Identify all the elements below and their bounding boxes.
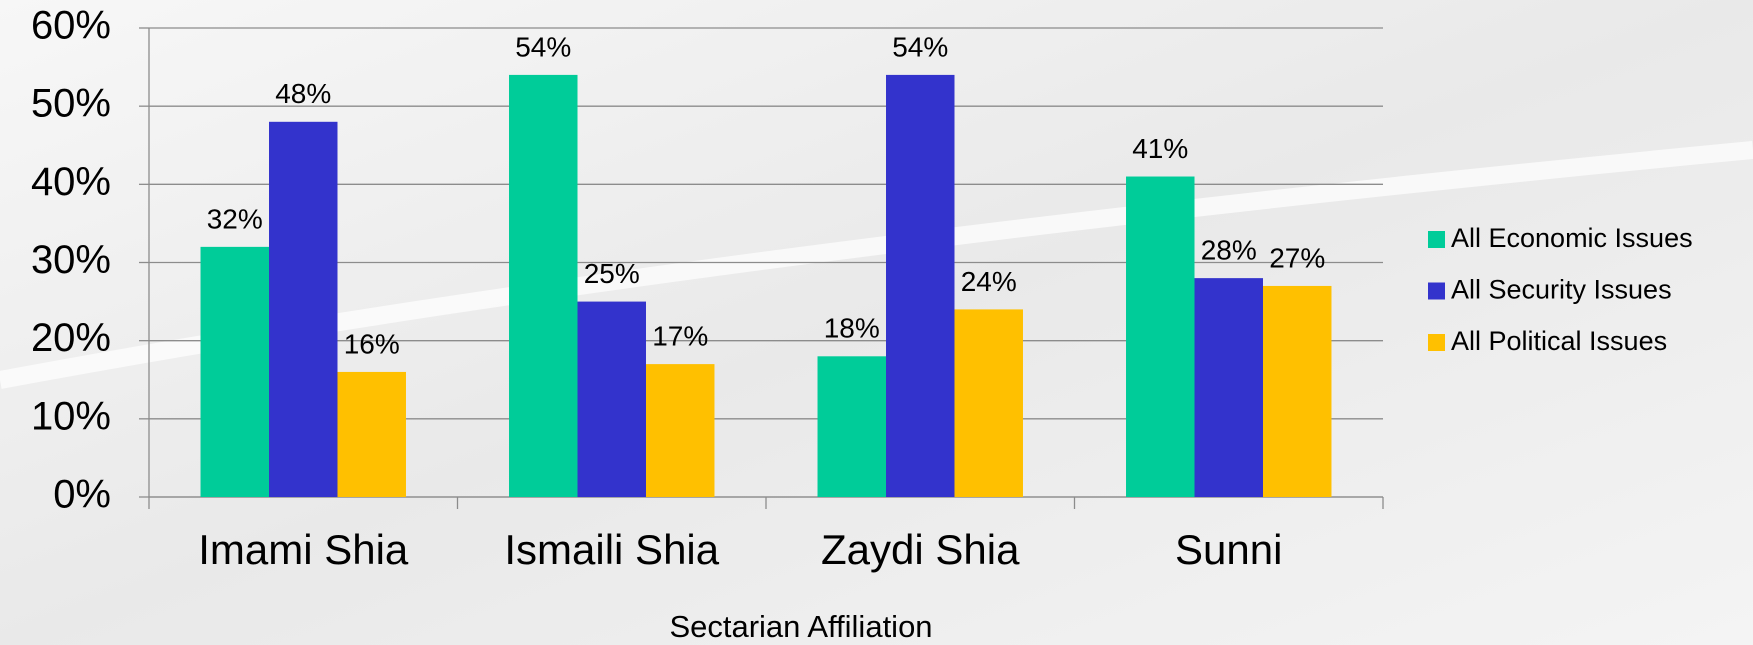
x-tick-label: Sunni [1175,526,1282,573]
y-tick-label: 0% [53,473,111,517]
bar [645,364,715,497]
data-label: 28% [1201,235,1257,266]
data-label: 16% [344,328,400,359]
data-label: 24% [961,266,1017,297]
x-axis-title: Sectarian Affiliation [669,609,932,644]
legend-label: All Economic Issues [1451,223,1693,253]
data-label: 41% [1132,133,1188,164]
data-label: 18% [824,313,880,344]
x-tick-label: Ismaili Shia [504,526,719,573]
bar [954,309,1023,497]
y-tick-label: 50% [31,82,111,126]
x-tick-label: Imami Shia [198,526,409,573]
data-label: 27% [1269,242,1325,273]
y-tick-label: 60% [31,4,111,48]
y-tick-label: 40% [31,160,111,204]
bar [1194,278,1263,497]
y-tick-label: 20% [31,316,111,360]
legend-label: All Political Issues [1451,326,1667,356]
bar [817,356,887,497]
data-label: 54% [892,31,948,62]
bar [200,246,270,497]
bar [337,371,406,497]
data-label: 25% [584,258,640,289]
bar [886,74,955,498]
bar [509,74,578,498]
x-tick-label: Zaydi Shia [821,526,1020,573]
legend-swatch [1428,282,1445,300]
data-label: 32% [207,203,263,234]
legend-swatch [1428,231,1445,248]
y-tick-label: 10% [31,394,111,438]
data-label: 48% [275,78,331,109]
bar [269,121,338,498]
bar [577,301,646,497]
data-label: 17% [652,321,708,352]
legend-label: All Security Issues [1451,275,1672,305]
bar [1126,176,1195,497]
legend-swatch [1428,334,1445,351]
bar [1262,285,1332,497]
data-label: 54% [515,31,571,62]
y-tick-label: 30% [31,238,111,282]
